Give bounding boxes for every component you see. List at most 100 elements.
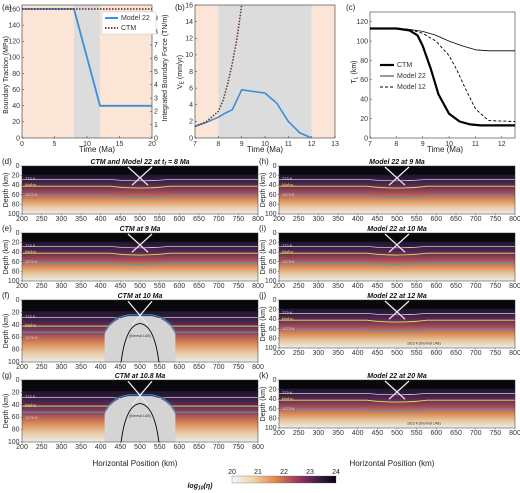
colorbar-tick-24: 24 (332, 469, 340, 476)
panel-a-ytick-label-0: 0 (16, 135, 20, 142)
panel-c-xtick-label-0: 7 (368, 141, 372, 148)
section-j-ylabel: Depth (km) (260, 307, 267, 342)
section-g-ytick-label-4: 80 (12, 427, 20, 434)
legend-model22-label: Model 22 (121, 15, 150, 22)
section-d-ytick-label-3: 60 (12, 192, 20, 199)
section-e-shear-zones (127, 233, 153, 253)
section-j-xtick-label-4: 400 (352, 350, 364, 357)
section-h: (h) Model 22 at 9 Ma 773 K Moho 1273 K 0 20 40 6… (259, 157, 520, 223)
section-d-xtick-label-12: 800 (252, 216, 264, 223)
section-h-ytick-label-1: 20 (269, 173, 277, 180)
panel-b-xlabel: Time (Ma) (247, 145, 283, 154)
section-d-ytick-label-5: 100 (8, 211, 20, 218)
section-h-label-773: 773 K (282, 176, 293, 181)
section-d-xtick-label-11: 750 (232, 216, 244, 223)
section-f-ytick-label-4: 80 (12, 347, 20, 354)
section-d-shear-zones (127, 166, 153, 186)
section-g-xtick-label-10: 700 (213, 444, 225, 451)
section-d-xtick-label-1: 250 (36, 216, 48, 223)
section-e-xtick-label-11: 750 (232, 283, 244, 290)
section-j-xtick-label-5: 450 (371, 350, 383, 357)
section-e: (e) CTM at 9 Ma 773 K Moho 1273 K 0 20 40 60 80 10… (2, 224, 264, 290)
section-g-xtick-label-3: 350 (75, 444, 87, 451)
section-i-xtick-label-0: 200 (273, 283, 285, 290)
panel-b-xtick-label-5: 12 (308, 141, 316, 148)
section-f-xtick-label-9: 650 (193, 364, 205, 371)
section-k-isotherm-773 (279, 393, 515, 396)
panel-a-ytick-label-8: 160 (8, 6, 20, 13)
section-e-label-773: 773 K (25, 243, 36, 248)
panel-a-letter: (a) (2, 3, 12, 12)
colorbar-gradient (231, 475, 337, 484)
section-d-isotherm-1273 (22, 195, 258, 199)
section-d-xtick-label-8: 600 (173, 216, 185, 223)
panel-a-xtick-label-1: 5 (53, 141, 57, 148)
panel-b-xtick-label-3: 10 (261, 141, 269, 148)
section-i: (i) Model 22 at 10 Ma 773 K Moho 1273 K 0 20 40… (259, 224, 520, 290)
panel-a-xtick-label-0: 0 (20, 141, 24, 148)
section-f-xtick-label-3: 350 (75, 364, 87, 371)
section-g-xtick-label-6: 500 (134, 444, 146, 451)
section-e-isotherm-1273 (22, 262, 258, 266)
panel-c-series-ctm (370, 27, 515, 127)
section-d-ylabel: Depth (km) (3, 173, 10, 208)
section-i-label-moho: Moho (282, 250, 294, 255)
section-e-xtick-label-6: 500 (134, 283, 146, 290)
section-j-xtick-label-6: 500 (391, 350, 403, 357)
section-g-xtick-label-2: 300 (55, 444, 67, 451)
panel-b-xtick-label-6: 13 (331, 141, 339, 148)
panel-a-ytick-label-4: 80 (12, 71, 20, 78)
section-j-ytick-label-4: 80 (269, 335, 277, 342)
section-e-title: CTM at 9 Ma (120, 226, 161, 233)
panel-c-xtick-label-5: 12 (498, 141, 506, 148)
section-j-ytick-label-5: 100 (265, 345, 277, 352)
section-d-ytick-label-0: 0 (16, 163, 20, 170)
section-h-xtick-label-10: 700 (470, 216, 482, 223)
section-j-xtick-label-3: 350 (332, 350, 344, 357)
section-f-xtick-label-1: 250 (36, 364, 48, 371)
section-k-xtick-label-10: 700 (470, 430, 482, 437)
section-j-upper-crust (279, 300, 515, 309)
panel-b-shade-gray (218, 5, 312, 138)
section-i-xtick-label-7: 550 (411, 283, 423, 290)
section-j-ytick-label-3: 60 (269, 326, 277, 333)
panel-c-frame (369, 11, 516, 139)
panel-c-legend: CTM Model 22 Model 12 (380, 62, 426, 91)
section-i-ytick-label-2: 40 (269, 249, 277, 256)
section-h-xtick-label-2: 300 (312, 216, 324, 223)
section-g-xtick-label-7: 550 (154, 444, 166, 451)
panel-b-ytick-label-8: 16 (185, 2, 193, 9)
section-e-xtick-label-8: 600 (173, 283, 185, 290)
section-k-ytick-label-3: 60 (269, 406, 277, 413)
panel-c-xtick-label-1: 8 (394, 141, 398, 148)
panel-a-xtick-label-3: 15 (116, 141, 124, 148)
section-h-ylabel: Depth (km) (260, 173, 267, 208)
section-i-label-1273: 1273 K (282, 259, 295, 264)
section-d-label-773: 773 K (25, 176, 36, 181)
section-f-ytick-label-1: 20 (12, 309, 20, 316)
section-j-label-773: 773 K (282, 310, 293, 315)
section-d-ytick-label-1: 20 (12, 173, 20, 180)
section-f-letter: (f) (2, 291, 10, 300)
section-i-xtick-label-4: 400 (352, 283, 364, 290)
panel-b-ytick-label-6: 12 (185, 36, 193, 43)
section-k-moho-line (279, 399, 515, 403)
section-g-xtick-label-4: 400 (95, 444, 107, 451)
section-g-asthenosphere-upwelling (104, 396, 176, 442)
section-i-xtick-label-11: 750 (489, 283, 501, 290)
section-f-xtick-label-7: 550 (154, 364, 166, 371)
section-f-label-moho: Moho (25, 323, 37, 328)
section-h-ytick-label-4: 80 (269, 201, 277, 208)
panel-a-ytick-label-6: 120 (8, 39, 20, 46)
section-f-xtick-label-12: 800 (252, 364, 264, 371)
panel-c-xtick-label-4: 11 (472, 141, 479, 148)
section-k-ytick-label-0: 0 (273, 377, 277, 384)
section-e-label-moho: Moho (25, 250, 37, 255)
section-d: (d) CTM and Model 22 at tf = 8 Ma 773 K Moh… (2, 157, 264, 223)
panel-a-ytick-label-1: 20 (12, 119, 20, 126)
panel-a-ytick-label-5: 100 (8, 55, 20, 62)
section-g-ytick-label-1: 20 (12, 389, 20, 396)
section-j-letter: (j) (259, 291, 266, 300)
section-e-ytick-label-4: 80 (12, 268, 20, 275)
panel-a-ytick-label-3: 60 (12, 87, 20, 94)
